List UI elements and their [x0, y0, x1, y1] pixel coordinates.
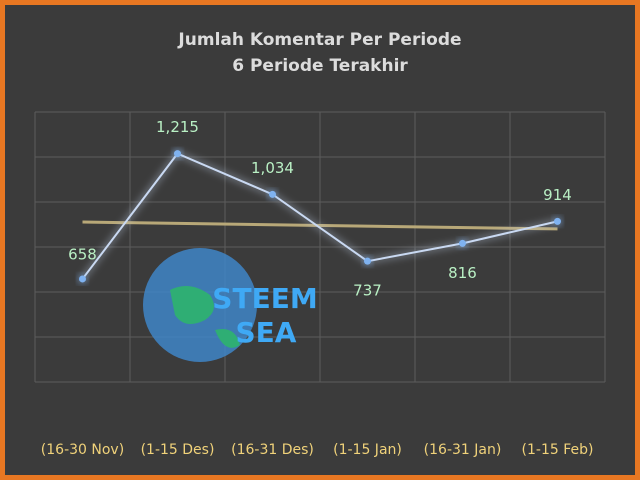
- data-point: [554, 217, 561, 225]
- chart-title: Jumlah Komentar Per Periode: [177, 30, 461, 50]
- x-tick-label: (16-31 Des): [231, 442, 314, 458]
- data-label: 816: [448, 264, 477, 282]
- x-tick-label: (1-15 Jan): [333, 442, 402, 458]
- series-line: [81, 152, 558, 280]
- data-label: 1,215: [156, 118, 199, 136]
- data-point: [269, 190, 276, 198]
- x-tick-label: (16-30 Nov): [41, 442, 124, 458]
- data-point: [79, 275, 86, 283]
- data-label: 1,034: [251, 159, 294, 177]
- trendline: [82, 220, 558, 231]
- chart-subtitle: 6 Periode Terakhir: [232, 56, 408, 76]
- globe-land: [170, 286, 240, 348]
- data-point: [364, 257, 371, 265]
- watermark-text: SEA: [236, 316, 297, 349]
- data-point: [459, 239, 466, 247]
- x-tick-label: (1-15 Des): [141, 442, 215, 458]
- watermark-text: STEEM: [212, 282, 317, 315]
- x-tick-label: (16-31 Jan): [424, 442, 502, 458]
- data-label: 658: [68, 245, 97, 263]
- watermark-logo: STEEM SEA: [143, 248, 318, 362]
- x-tick-label: (1-15 Feb): [522, 442, 594, 458]
- data-point: [174, 150, 181, 158]
- data-label: 914: [543, 186, 572, 204]
- data-label: 737: [353, 282, 382, 300]
